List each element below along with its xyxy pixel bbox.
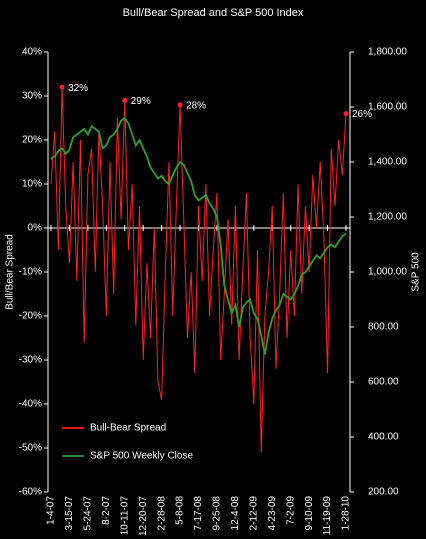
y2-tick-label: 800.00 — [368, 322, 399, 333]
legend-label: Bull-Bear Spread — [90, 423, 166, 434]
x-tick-label: 5-24-07 — [83, 496, 94, 531]
legend-label: S&P 500 Weekly Close — [90, 451, 193, 462]
x-tick-label: 5-8-08 — [175, 496, 186, 525]
series-line — [50, 116, 347, 355]
y2-tick-label: 200.00 — [368, 487, 399, 498]
data-label: 28% — [186, 100, 206, 111]
y-axis-label: Bull/Bear Spread — [5, 234, 16, 310]
y-tick-label: -60% — [19, 487, 42, 498]
chart-title: Bull/Bear Spread and S&P 500 Index — [123, 7, 304, 19]
x-tick-label: 9-25-08 — [212, 496, 223, 531]
y-tick-label: -10% — [19, 267, 42, 278]
peak-marker — [177, 102, 183, 108]
y-tick-label: 20% — [22, 135, 42, 146]
y-tick-label: -30% — [19, 355, 42, 366]
y-tick-label: 30% — [22, 91, 42, 102]
x-tick-label: 2-28-08 — [156, 496, 167, 531]
y2-tick-label: 1,800.00 — [368, 47, 407, 58]
y2-tick-label: 400.00 — [368, 432, 399, 443]
x-tick-label: 3-15-07 — [64, 496, 75, 531]
y2-tick-label: 1,200.00 — [368, 212, 407, 223]
y2-tick-label: 600.00 — [368, 377, 399, 388]
x-tick-label: 12-4-08 — [230, 496, 241, 531]
x-tick-label: 7-17-08 — [193, 496, 204, 531]
x-tick-label: 8-2-07 — [101, 496, 112, 525]
x-tick-label: 2-12-09 — [248, 496, 259, 531]
y-tick-label: -50% — [19, 443, 42, 454]
y-tick-label: 0% — [28, 223, 43, 234]
x-tick-label: 4-23-09 — [267, 496, 278, 531]
x-tick-label: 9-10-09 — [304, 496, 315, 531]
x-tick-label: 1-28-10 — [341, 496, 352, 531]
y-tick-label: -20% — [19, 311, 42, 322]
y2-axis-label: S&P 500 — [411, 252, 422, 292]
data-label: 29% — [131, 96, 151, 107]
data-label: 32% — [68, 83, 88, 94]
peak-marker — [343, 111, 349, 117]
peak-marker — [122, 97, 128, 103]
x-tick-label: 11-19-09 — [322, 496, 333, 536]
x-tick-label: 1-4-07 — [46, 496, 57, 525]
y2-tick-label: 1,000.00 — [368, 267, 407, 278]
y2-tick-label: 1,400.00 — [368, 157, 407, 168]
y-tick-label: -40% — [19, 399, 42, 410]
x-tick-label: 12-20-07 — [138, 496, 149, 536]
peak-marker — [59, 84, 65, 90]
y2-tick-label: 1,600.00 — [368, 102, 407, 113]
data-label: 26% — [352, 109, 372, 120]
series-line — [50, 87, 347, 453]
y-tick-label: 40% — [22, 47, 42, 58]
x-tick-label: 7-2-09 — [285, 496, 296, 525]
y-tick-label: 10% — [22, 179, 42, 190]
x-tick-label: 10-11-07 — [119, 496, 130, 536]
